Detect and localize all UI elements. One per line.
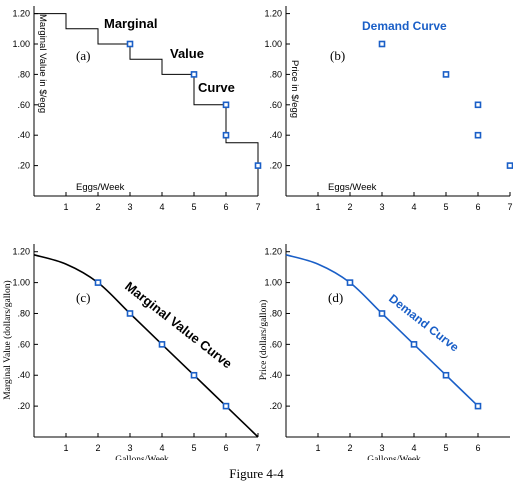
x-tick-label: 3 — [379, 202, 384, 212]
x-tick-label: 7 — [255, 202, 260, 212]
data-point — [126, 40, 134, 48]
panel-d-demand-gallons: .20 .40 .60 .80 1.00 1.20 1 2 3 4 5 6 (d) Gallons/Wee… — [258, 244, 510, 460]
panel-label: (a) — [76, 48, 90, 63]
x-tick-label: 5 — [443, 202, 448, 212]
panel-label: (c) — [76, 290, 90, 305]
y-tick-label: .40 — [17, 130, 30, 140]
x-axis-label: Eggs/Week — [76, 182, 125, 193]
curve-label: Demand Curve — [386, 291, 462, 354]
data-point — [222, 101, 230, 109]
data-point — [222, 402, 230, 410]
x-tick-label: 6 — [223, 202, 228, 212]
data-point — [126, 310, 134, 317]
y-tick-label: .60 — [17, 100, 30, 110]
y-tick-label: 1.00 — [12, 278, 30, 288]
x-tick-label: 2 — [95, 443, 100, 453]
y-tick-label: .40 — [269, 370, 282, 380]
curve-label-word: Value — [170, 46, 204, 61]
curve-line — [285, 254, 479, 407]
figure-caption: Figure 4-4 — [229, 466, 284, 481]
y-tick-label: .60 — [17, 339, 30, 349]
data-point — [442, 71, 450, 78]
data-point — [378, 40, 386, 48]
y-tick-label: 1.00 — [12, 39, 30, 49]
y-tick-label: .80 — [269, 69, 282, 79]
x-tick-label: 3 — [127, 202, 132, 212]
x-tick-label: 1 — [63, 443, 68, 453]
y-tick-label: .40 — [17, 370, 30, 380]
y-tick-label: 1.00 — [264, 39, 282, 49]
y-axis-label: Price in $/egg — [289, 60, 300, 118]
y-tick-label: 1.20 — [12, 9, 30, 19]
y-axis-label: Marginal Value (dollars/gallon) — [2, 280, 13, 399]
x-tick-label: 6 — [223, 443, 228, 453]
x-axis-label: Gallons/Week — [367, 455, 421, 460]
x-tick-label: 1 — [315, 443, 320, 453]
data-point — [190, 71, 198, 78]
step-curve — [34, 13, 259, 196]
x-tick-label: 5 — [443, 443, 448, 453]
x-tick-label: 4 — [159, 202, 164, 212]
data-point — [378, 310, 386, 317]
y-tick-label: .20 — [17, 401, 30, 411]
y-tick-label: .60 — [269, 339, 282, 349]
x-tick-label: 2 — [347, 443, 352, 453]
x-tick-label: 1 — [315, 202, 320, 212]
figure-4-4: .20.40.60.801.001.201 2 3 4 5 6 7(a)Eggs/WeekM… — [2, 6, 513, 460]
y-tick-label: 1.00 — [264, 278, 282, 288]
x-tick-label: 7 — [507, 202, 512, 212]
x-tick-label: 4 — [159, 443, 164, 453]
x-tick-label: 1 — [63, 202, 68, 212]
curve-label: Demand Curve — [362, 19, 447, 33]
data-point — [94, 279, 102, 286]
y-tick-label: .60 — [269, 100, 282, 110]
x-tick-label: 5 — [191, 443, 196, 453]
data-point — [346, 279, 354, 286]
x-axis-label: Eggs/Week — [328, 182, 377, 193]
panel-label: (d) — [328, 290, 343, 305]
y-tick-label: .80 — [269, 308, 282, 318]
data-point — [506, 162, 513, 169]
data-point — [222, 131, 230, 139]
x-tick-label: 6 — [475, 443, 480, 453]
panel-a-marginal-value-eggs: .20 .40 .60 .80 1.00 1.20 1 2 3 4 5 6 7 (a) Eggs/Week M… — [12, 6, 262, 212]
data-point — [474, 101, 482, 109]
curve-label-word: Marginal — [104, 16, 157, 31]
y-tick-label: 1.20 — [264, 247, 282, 257]
panel-label: (b) — [330, 48, 345, 63]
y-axis-label: Price (dollars/gallon) — [258, 300, 269, 380]
x-tick-label: 4 — [411, 443, 416, 453]
x-tick-label: 2 — [347, 202, 352, 212]
x-tick-label: 3 — [127, 443, 132, 453]
x-tick-label: 4 — [411, 202, 416, 212]
y-tick-label: .40 — [269, 130, 282, 140]
y-tick-label: .80 — [17, 308, 30, 318]
x-tick-label: 6 — [475, 202, 480, 212]
panel-b-demand-eggs: .20 .40 .60 .80 1.00 1.20 1 2 3 4 5 6 7 (b) Eggs/Week P… — [264, 6, 513, 212]
x-axis-label: Gallons/Week — [115, 455, 169, 460]
curve-line — [33, 254, 259, 438]
curve-label-word: Curve — [198, 80, 235, 95]
data-point — [442, 371, 450, 379]
data-point — [474, 131, 482, 139]
data-point — [410, 341, 418, 348]
x-tick-label: 2 — [95, 202, 100, 212]
y-tick-label: .20 — [269, 401, 282, 411]
y-tick-label: .20 — [17, 161, 30, 171]
curve-label: Marginal Value Curve — [122, 279, 235, 372]
x-tick-label: 3 — [379, 443, 384, 453]
y-tick-label: 1.20 — [264, 9, 282, 19]
data-point — [190, 371, 198, 379]
x-tick-label: 7 — [255, 443, 260, 453]
data-point — [254, 162, 262, 169]
data-point — [474, 402, 482, 410]
x-tick-label: 5 — [191, 202, 196, 212]
y-tick-label: .20 — [269, 161, 282, 171]
y-axis-label: Marginal Value in $/egg — [37, 14, 48, 113]
panel-c-marginal-value-gallons: .20 .40 .60 .80 1.00 1.20 1 2 3 4 5 6 7 (c) Gallons/We… — [2, 244, 261, 460]
y-tick-label: 1.20 — [12, 247, 30, 257]
y-tick-label: .80 — [17, 69, 30, 79]
data-point — [158, 341, 166, 348]
